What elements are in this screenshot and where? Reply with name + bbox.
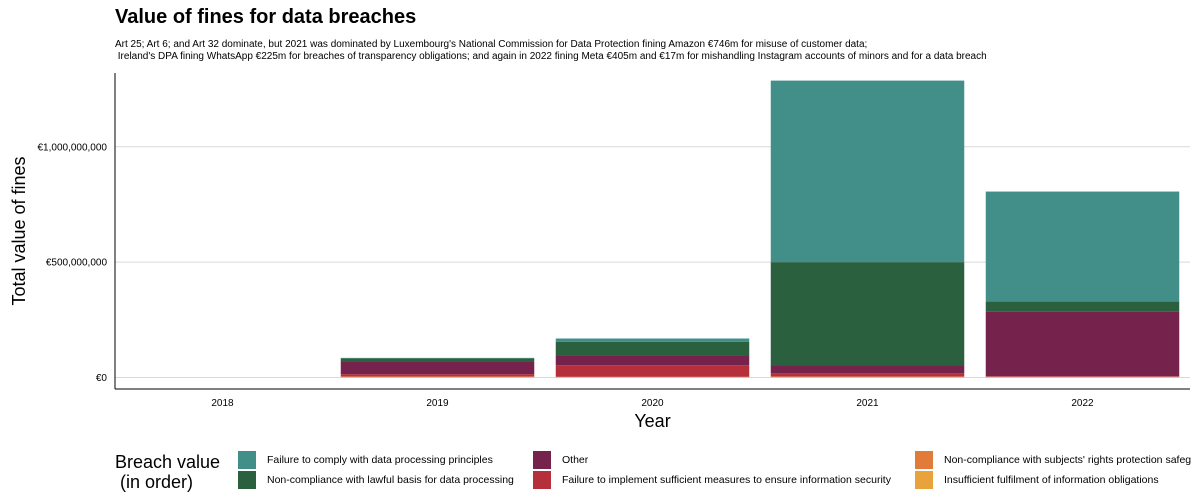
chart-subtitle: Art 25; Art 6; and Art 32 dominate, but … — [115, 39, 987, 63]
bar-2022-series-4 — [985, 301, 1180, 312]
legend-swatch — [533, 451, 551, 469]
y-tick-label: €500,000,000 — [46, 258, 108, 269]
bar-2022-series-3 — [985, 311, 1180, 377]
bar-2021-series-5 — [770, 80, 965, 263]
y-axis-title: Total value of fines — [9, 156, 29, 305]
y-tick-label: €1,000,000,000 — [37, 142, 107, 153]
legend-item: Failure to comply with data processing p… — [238, 451, 493, 469]
subtitle-line-2: Ireland's DPA fining WhatsApp €225m for … — [115, 51, 987, 62]
legend-label: Non-compliance with subjects' rights pro… — [944, 454, 1192, 466]
legend-label: Failure to implement sufficient measures… — [562, 474, 891, 486]
stacked-bar-chart: €0 €500,000,000 €1,000,000,000 2018 2019 2020… — [9, 73, 1190, 431]
legend-item: Other — [533, 451, 588, 469]
legend-label: Insufficient fulfilment of information o… — [944, 474, 1159, 486]
x-tick-label: 2019 — [426, 398, 449, 409]
legend-item: Failure to implement sufficient measures… — [533, 471, 891, 489]
legend-label: Failure to comply with data processing p… — [267, 454, 493, 466]
legend-swatch — [915, 451, 933, 469]
chart-title: Value of fines for data breaches — [115, 6, 417, 28]
legend-title-line-2: (in order) — [115, 472, 194, 492]
x-tick-label: 2018 — [211, 398, 234, 409]
bar-2021-series-4 — [770, 262, 965, 366]
x-tick-label: 2022 — [1071, 398, 1094, 409]
legend-label: Other — [562, 454, 589, 466]
bar-2021-series-2 — [770, 373, 965, 377]
subtitle-line-1: Art 25; Art 6; and Art 32 dominate, but … — [115, 39, 868, 50]
x-tick-label: 2020 — [641, 398, 664, 409]
bar-2020-series-4 — [555, 341, 750, 356]
legend-label: Non-compliance with lawful basis for dat… — [267, 474, 514, 486]
bar-2019-series-3 — [340, 361, 535, 375]
legend-swatch — [533, 471, 551, 489]
legend-title: Breach value (in order) — [115, 452, 220, 492]
bar-2022-series-5 — [985, 191, 1180, 302]
legend-swatch — [238, 471, 256, 489]
bar-2020-series-3 — [555, 355, 750, 366]
legend-item: Non-compliance with subjects' rights pro… — [915, 451, 1191, 469]
legend-title-line-1: Breach value — [115, 452, 221, 472]
bar-2020-series-2 — [555, 365, 750, 377]
legend-item: Non-compliance with lawful basis for dat… — [238, 471, 514, 489]
bar-2021-series-3 — [770, 365, 965, 374]
x-tick-label: 2021 — [856, 398, 879, 409]
y-tick-label: €0 — [96, 373, 108, 384]
legend-item: Insufficient fulfilment of information o… — [915, 471, 1159, 489]
bar-2019-series-4 — [340, 358, 535, 362]
bar-2019-series-0 — [340, 376, 535, 378]
x-axis-title: Year — [634, 411, 670, 431]
bar-2020-series-5 — [555, 338, 750, 342]
bar-2021-series-0 — [770, 376, 965, 378]
legend-swatch — [915, 471, 933, 489]
bar-2019-series-2 — [340, 374, 535, 377]
legend-swatch — [238, 451, 256, 469]
